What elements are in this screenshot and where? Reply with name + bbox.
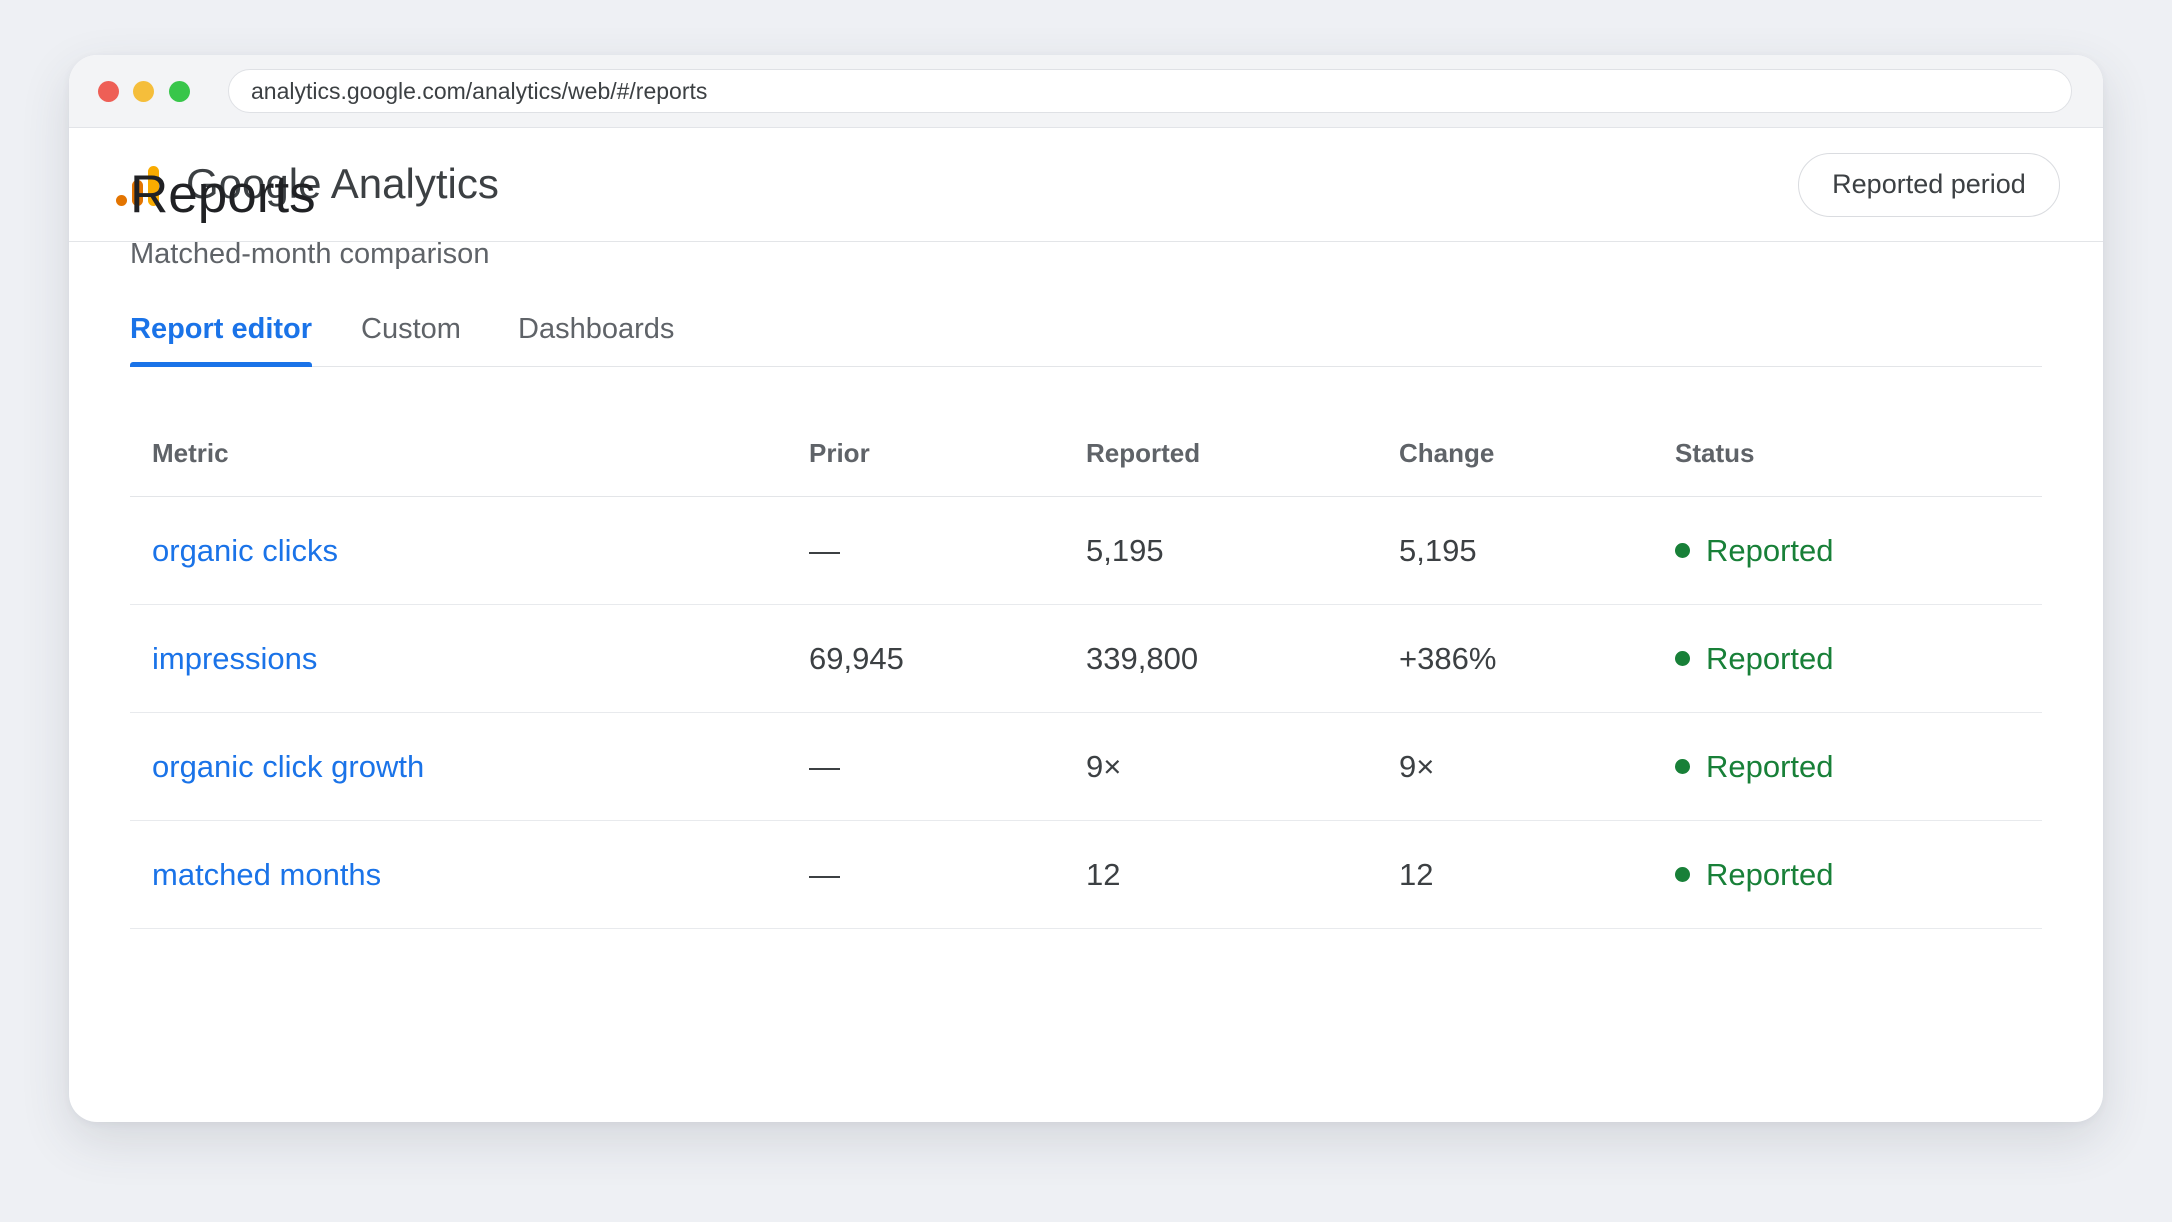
table-row: matched months — 12 12 Reported (130, 820, 2042, 929)
metric-link[interactable]: matched months (130, 820, 809, 929)
browser-window: analytics.google.com/analytics/web/#/rep… (69, 55, 2103, 1122)
metric-link[interactable]: organic click growth (130, 712, 809, 821)
metric-link[interactable]: impressions (130, 604, 809, 713)
status-label: Reported (1706, 748, 1834, 784)
column-header-metric: Metric (130, 410, 809, 497)
minimize-window-icon[interactable] (133, 81, 154, 102)
status-label: Reported (1706, 640, 1834, 676)
app-title: Google Analytics (186, 160, 499, 207)
prior-value: 69,945 (809, 604, 1086, 713)
tab-bar: Report editor Custom Dashboards (130, 306, 2042, 367)
status-dot-icon (1675, 542, 1690, 558)
status-dot-icon (1675, 866, 1690, 882)
address-bar[interactable]: analytics.google.com/analytics/web/#/rep… (228, 69, 2072, 113)
status-cell: Reported (1675, 712, 2042, 821)
change-value: 5,195 (1399, 496, 1675, 605)
table-row: organic clicks — 5,195 5,195 Reported (130, 496, 2042, 605)
tab-custom[interactable]: Custom (361, 306, 461, 366)
status-cell: Reported (1675, 496, 2042, 605)
reported-value: 12 (1086, 820, 1399, 929)
reported-period-button[interactable]: Reported period (1798, 153, 2060, 217)
status-dot-icon (1675, 758, 1690, 774)
google-analytics-logo-icon (116, 166, 160, 206)
status-badge: Reported (1675, 641, 1834, 677)
metrics-table: Metric Prior Reported Change Status orga… (130, 410, 2042, 929)
prior-value: — (809, 496, 1086, 605)
column-header-change: Change (1399, 410, 1675, 497)
close-window-icon[interactable] (98, 81, 119, 102)
logo-bar-medium (132, 180, 143, 206)
page-subtitle: Matched-month comparison (130, 238, 490, 270)
app-header: Google Analytics Reported period (69, 128, 2103, 242)
column-header-reported: Reported (1086, 410, 1399, 497)
tab-label: Report editor (130, 313, 313, 345)
table-header-row: Metric Prior Reported Change Status (130, 410, 2042, 497)
address-bar-url: analytics.google.com/analytics/web/#/rep… (251, 78, 708, 104)
status-cell: Reported (1675, 604, 2042, 713)
status-dot-icon (1675, 650, 1690, 666)
reported-value: 9× (1086, 712, 1399, 821)
reported-value: 339,800 (1086, 604, 1399, 713)
active-tab-indicator (130, 362, 313, 367)
change-value: +386% (1399, 604, 1675, 713)
page-title: Reports (130, 165, 316, 224)
status-label: Reported (1706, 532, 1834, 568)
tab-label: Custom (361, 313, 461, 345)
prior-value: — (809, 820, 1086, 929)
prior-value: — (809, 712, 1086, 821)
tab-dashboards[interactable]: Dashboards (518, 306, 674, 366)
metric-link[interactable]: organic clicks (130, 496, 809, 605)
status-cell: Reported (1675, 820, 2042, 929)
table-row: organic click growth — 9× 9× Reported (130, 712, 2042, 821)
reported-value: 5,195 (1086, 496, 1399, 605)
status-badge: Reported (1675, 533, 1834, 569)
change-value: 9× (1399, 712, 1675, 821)
column-header-prior: Prior (809, 410, 1086, 497)
tab-report-editor[interactable]: Report editor (130, 306, 313, 367)
status-label: Reported (1706, 856, 1834, 892)
status-badge: Reported (1675, 749, 1834, 785)
browser-chrome: analytics.google.com/analytics/web/#/rep… (69, 55, 2103, 128)
change-value: 12 (1399, 820, 1675, 929)
status-badge: Reported (1675, 857, 1834, 893)
maximize-window-icon[interactable] (169, 81, 190, 102)
table-row: impressions 69,945 339,800 +386% Reporte… (130, 604, 2042, 713)
logo-bar-tall (148, 166, 159, 206)
column-header-status: Status (1675, 410, 2042, 497)
logo-dot (116, 195, 127, 206)
tab-label: Dashboards (518, 313, 675, 345)
